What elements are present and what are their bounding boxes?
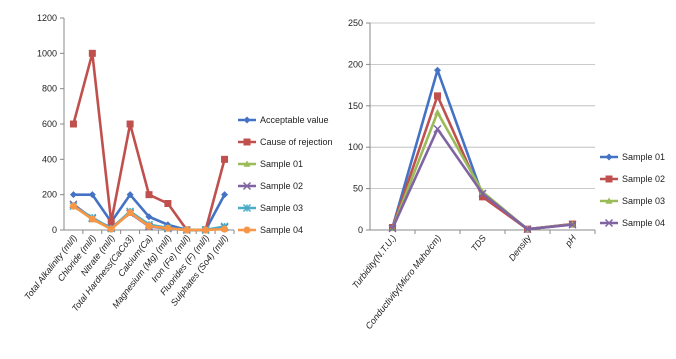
data-point — [478, 189, 487, 198]
legend-marker — [605, 197, 613, 204]
y-tick-label: 600 — [42, 119, 57, 129]
data-point — [221, 191, 229, 199]
data-point — [145, 222, 153, 230]
legend-marker — [604, 218, 614, 228]
data-point — [434, 108, 441, 116]
data-point — [479, 193, 486, 201]
data-point — [126, 120, 134, 128]
series-line — [391, 127, 573, 231]
data-point — [69, 120, 77, 128]
y-tick-label: 1000 — [37, 48, 57, 58]
y-tick-label: 400 — [42, 154, 57, 164]
data-point — [107, 225, 115, 233]
data-point — [202, 226, 210, 234]
y-tick-label: 50 — [353, 184, 363, 194]
data-point — [88, 49, 96, 57]
data-point — [164, 200, 172, 207]
legend-label: Sample 01 — [260, 159, 303, 169]
y-tick-label: 0 — [358, 225, 363, 235]
y-tick-label: 1200 — [37, 13, 57, 23]
data-point — [126, 209, 134, 217]
legend-marker — [243, 226, 251, 234]
legend-marker — [605, 175, 613, 183]
legend-marker — [243, 160, 251, 167]
data-point — [434, 92, 441, 100]
x-tick-label: pH — [562, 233, 578, 249]
data-point — [145, 213, 153, 221]
legend-marker — [243, 138, 251, 146]
x-tick-label: TDS — [469, 233, 488, 253]
data-point — [69, 202, 77, 210]
legend-label: Sample 03 — [260, 203, 303, 213]
x-tick-label: Density — [507, 233, 534, 263]
legend-marker — [605, 153, 613, 161]
data-point — [388, 224, 397, 233]
data-point — [568, 220, 577, 229]
data-point — [126, 191, 134, 199]
data-point — [145, 191, 153, 199]
data-point — [164, 224, 172, 232]
y-tick-label: 100 — [348, 142, 363, 152]
series-line — [391, 94, 573, 231]
y-tick-label: 150 — [348, 101, 363, 111]
legend-marker — [242, 181, 252, 191]
data-point — [523, 225, 532, 234]
chart-right: 0 50 100 150 200 250 Turbidity(N.T.U.)Conducti… — [348, 18, 665, 331]
data-point — [107, 218, 115, 226]
data-point — [433, 124, 442, 134]
y-tick-label: 0 — [52, 225, 57, 235]
legend-label: Sample 04 — [622, 218, 665, 228]
legend-label: Cause of rejection — [260, 137, 333, 147]
data-point — [69, 191, 77, 199]
y-tick-label: 800 — [42, 84, 57, 94]
data-point — [183, 226, 191, 234]
legend-label: Sample 02 — [622, 174, 665, 184]
legend-marker — [242, 203, 252, 213]
data-point — [221, 225, 229, 233]
series-line — [72, 52, 226, 232]
x-tick-label: Conductivity(Micro Maho/cm) — [363, 233, 443, 331]
y-tick-label: 200 — [348, 59, 363, 69]
data-point — [221, 155, 229, 163]
legend-label: Sample 04 — [260, 225, 303, 235]
legend-label: Sample 03 — [622, 196, 665, 206]
legend-label: Sample 01 — [622, 152, 665, 162]
legend-marker — [243, 116, 251, 124]
x-tick-label: Turbidity(N.T.U.) — [350, 233, 398, 290]
legend-label: Acceptable value — [260, 115, 329, 125]
data-point — [88, 215, 96, 223]
y-tick-label: 250 — [348, 18, 363, 28]
legend-label: Sample 02 — [260, 181, 303, 191]
y-tick-label: 200 — [42, 190, 57, 200]
data-point — [88, 191, 96, 199]
data-point — [434, 66, 441, 74]
